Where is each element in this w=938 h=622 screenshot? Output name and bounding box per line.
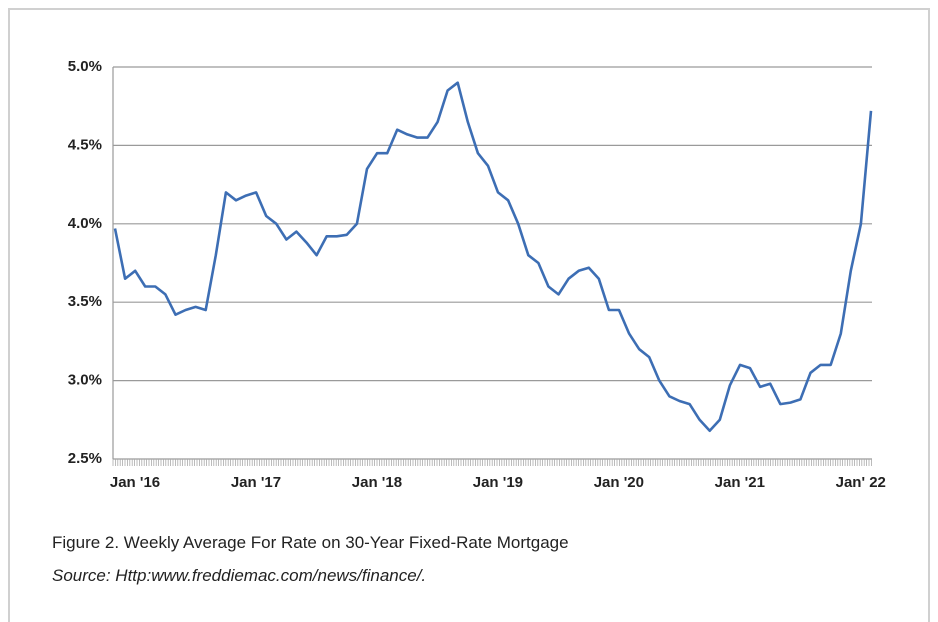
y-tick-label: 3.0% (68, 372, 102, 389)
x-tick-label: Jan' 22 (836, 474, 886, 491)
y-tick-label: 4.0% (68, 215, 102, 232)
x-tick-label: Jan '21 (715, 474, 765, 491)
y-tick-label: 2.5% (68, 450, 102, 467)
x-tick-label: Jan '16 (110, 474, 160, 491)
source: Source: Http:www.freddiemac.com/news/fin… (52, 566, 427, 585)
x-tick-label: Jan '19 (473, 474, 523, 491)
y-tick-label: 3.5% (68, 293, 102, 310)
x-tick-label: Jan '18 (352, 474, 402, 491)
frame (8, 8, 930, 622)
line (113, 81, 873, 433)
x-tick-label: Jan '17 (231, 474, 281, 491)
caption: Figure 2. Weekly Average For Rate on 30-… (52, 533, 569, 552)
y-tick-label: 4.5% (68, 136, 102, 153)
y-tick-label: 5.0% (68, 58, 102, 75)
x-tick-label: Jan '20 (594, 474, 644, 491)
